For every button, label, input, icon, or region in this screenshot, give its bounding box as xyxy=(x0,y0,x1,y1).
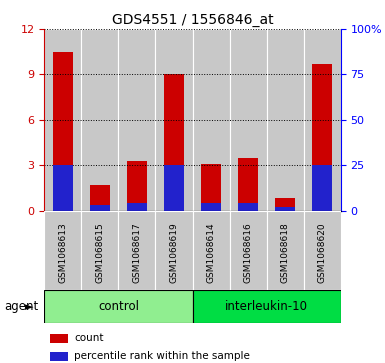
Bar xyxy=(164,165,184,211)
Bar xyxy=(156,211,192,290)
Text: GSM1068620: GSM1068620 xyxy=(318,223,327,283)
Bar xyxy=(164,74,184,211)
Bar xyxy=(53,52,73,211)
Bar xyxy=(304,29,341,211)
Bar xyxy=(81,211,119,290)
Bar xyxy=(229,211,266,290)
Text: agent: agent xyxy=(4,300,38,313)
Bar xyxy=(267,211,304,290)
Bar xyxy=(119,211,156,290)
Bar xyxy=(90,185,110,211)
Bar xyxy=(192,211,229,290)
Bar xyxy=(156,29,192,211)
Text: percentile rank within the sample: percentile rank within the sample xyxy=(74,351,250,362)
Text: GSM1068614: GSM1068614 xyxy=(206,223,216,283)
Text: ►: ► xyxy=(25,302,33,312)
Bar xyxy=(127,160,147,211)
Bar xyxy=(304,211,341,290)
Bar xyxy=(53,165,73,211)
Text: count: count xyxy=(74,333,104,343)
Bar xyxy=(238,203,258,211)
Bar xyxy=(229,29,266,211)
Bar xyxy=(50,334,68,343)
Bar xyxy=(312,165,332,211)
Bar xyxy=(127,203,147,211)
Bar xyxy=(50,352,68,361)
Text: GSM1068618: GSM1068618 xyxy=(281,223,290,283)
Text: GSM1068615: GSM1068615 xyxy=(95,223,104,283)
Bar xyxy=(312,64,332,211)
Bar xyxy=(275,199,295,211)
Text: GSM1068616: GSM1068616 xyxy=(244,223,253,283)
Bar xyxy=(44,29,81,211)
Bar xyxy=(119,29,156,211)
Bar xyxy=(44,211,81,290)
Text: GSM1068613: GSM1068613 xyxy=(58,223,67,283)
Bar xyxy=(267,29,304,211)
Text: control: control xyxy=(98,300,139,313)
Bar xyxy=(201,203,221,211)
Text: GSM1068619: GSM1068619 xyxy=(169,223,179,283)
Bar xyxy=(90,205,110,211)
Bar xyxy=(192,29,229,211)
Bar xyxy=(201,164,221,211)
Title: GDS4551 / 1556846_at: GDS4551 / 1556846_at xyxy=(112,13,273,26)
Text: GSM1068617: GSM1068617 xyxy=(132,223,141,283)
Bar xyxy=(81,29,119,211)
Bar xyxy=(238,158,258,211)
Bar xyxy=(44,290,192,323)
Bar xyxy=(192,290,341,323)
Text: interleukin-10: interleukin-10 xyxy=(225,300,308,313)
Bar xyxy=(275,207,295,211)
